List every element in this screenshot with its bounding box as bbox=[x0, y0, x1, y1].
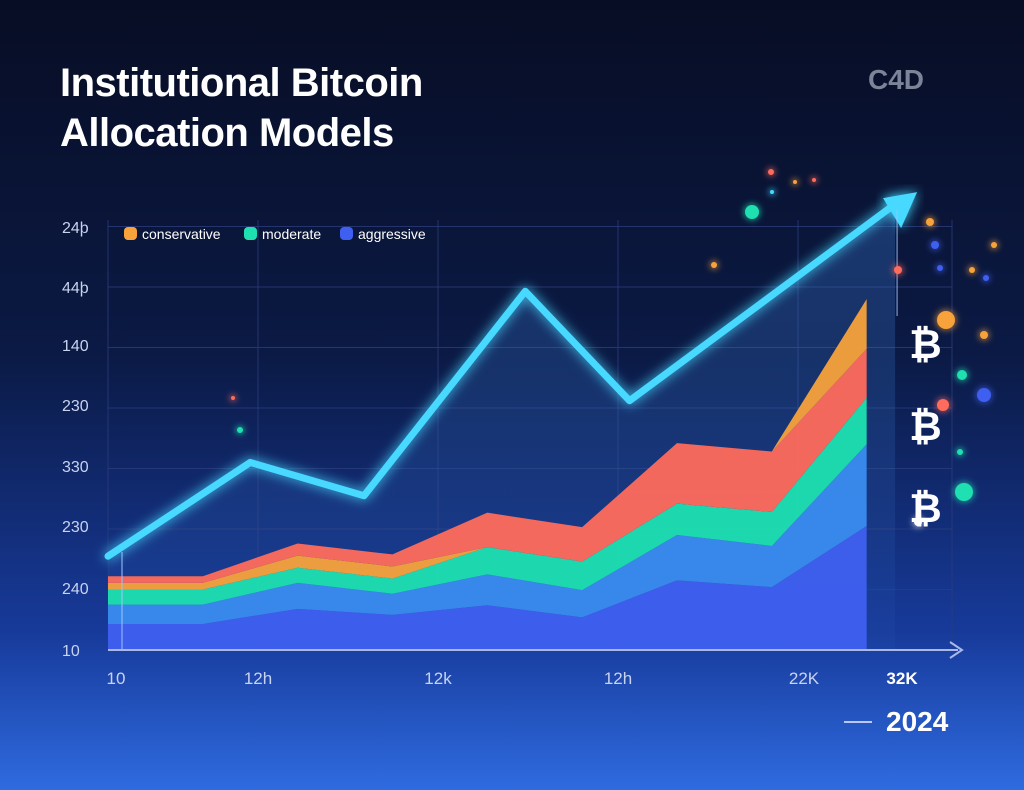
particle bbox=[711, 262, 717, 268]
stacked-areas bbox=[108, 299, 867, 650]
legend-swatch-moderate bbox=[244, 227, 257, 240]
legend-label-aggressive: aggressive bbox=[358, 226, 426, 242]
chart-title-line-2: Allocation Models bbox=[60, 111, 394, 155]
particle bbox=[957, 370, 967, 380]
particle bbox=[937, 399, 949, 411]
legend-label-moderate: moderate bbox=[262, 226, 321, 242]
particle bbox=[770, 190, 774, 194]
legend: conservative moderate aggressive bbox=[124, 226, 426, 242]
bitcoin-icon: ₿ bbox=[909, 404, 942, 450]
x-tick-label: 12k bbox=[424, 669, 452, 688]
trend-arrow-head bbox=[883, 192, 918, 229]
band-blue bbox=[108, 444, 867, 624]
y-tick-label: 330 bbox=[62, 459, 89, 476]
watermark: C4D bbox=[868, 64, 925, 95]
chart-title-line-1: Institutional Bitcoin bbox=[60, 61, 423, 105]
x-tick-label: 12h bbox=[604, 669, 632, 688]
x-tick-label: 12h bbox=[244, 669, 272, 688]
particle bbox=[231, 396, 235, 400]
legend-label-conservative: conservative bbox=[142, 226, 221, 242]
year-label: 2024 bbox=[886, 706, 949, 737]
chart-title: Institutional Bitcoin Allocation Models bbox=[60, 58, 423, 158]
legend-swatch-conservative bbox=[124, 227, 137, 240]
legend-swatch-aggressive bbox=[340, 227, 353, 240]
particle bbox=[768, 169, 774, 175]
x-axis-arrow-icon bbox=[949, 641, 964, 659]
x-tick-label: 10 bbox=[107, 669, 126, 688]
particle bbox=[237, 427, 243, 433]
x-tick-label: 22K bbox=[789, 669, 820, 688]
year-marker: 2024 bbox=[844, 706, 948, 738]
particles bbox=[229, 167, 999, 528]
particle bbox=[969, 267, 975, 273]
particle bbox=[931, 241, 939, 249]
y-tick-label: 230 bbox=[62, 398, 89, 415]
particle bbox=[977, 388, 991, 402]
bitcoin-icon: ₿ bbox=[909, 322, 942, 368]
band-red bbox=[108, 348, 867, 583]
particle bbox=[983, 275, 989, 281]
particle bbox=[991, 242, 997, 248]
particle bbox=[914, 518, 922, 526]
particle bbox=[745, 205, 759, 219]
particle bbox=[955, 483, 973, 501]
x-tick-label: 32K bbox=[886, 669, 918, 688]
y-tick-label: 240 bbox=[62, 581, 89, 598]
particle bbox=[793, 180, 797, 184]
band-aggressive bbox=[108, 525, 867, 650]
band-moderate bbox=[108, 397, 867, 605]
y-tick-label: 230 bbox=[62, 519, 89, 536]
y-tick-label: 24þ bbox=[62, 220, 89, 237]
y-tick-label: 10 bbox=[62, 643, 80, 660]
y-tick-label: 44þ bbox=[62, 280, 89, 297]
particle bbox=[957, 449, 963, 455]
particle bbox=[980, 331, 988, 339]
particle bbox=[894, 266, 902, 274]
trend-line bbox=[104, 200, 899, 560]
particle bbox=[937, 311, 955, 329]
particle bbox=[812, 178, 816, 182]
y-tick-label: 140 bbox=[62, 338, 89, 355]
year-dash bbox=[844, 721, 872, 723]
particle bbox=[937, 265, 943, 271]
particle bbox=[926, 218, 934, 226]
